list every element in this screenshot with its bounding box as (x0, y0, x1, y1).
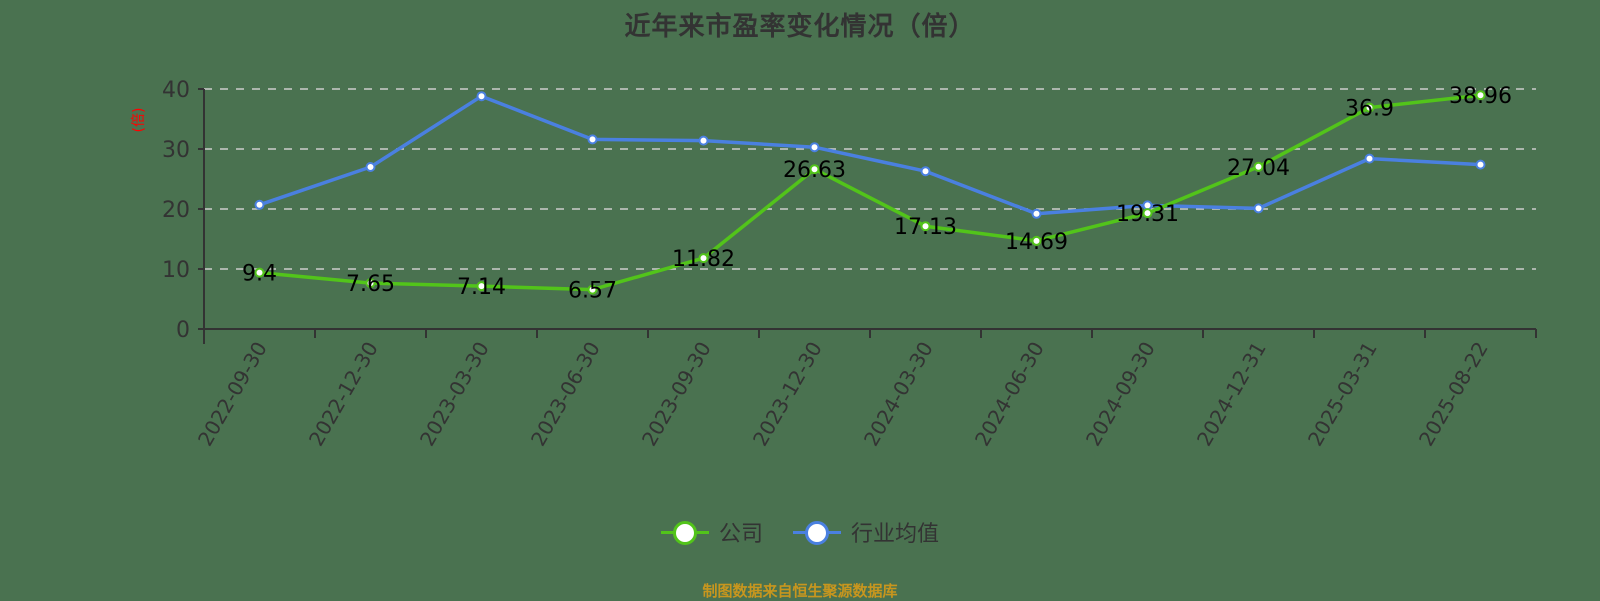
x-tick-label: 2024-12-31 (1192, 338, 1271, 451)
x-tick-label: 2025-03-31 (1303, 338, 1382, 451)
data-point[interactable] (1031, 208, 1042, 219)
data-label: 9.4 (242, 262, 277, 287)
legend-company-label: 公司 (718, 522, 763, 547)
data-label: 11.82 (672, 247, 735, 272)
data-point[interactable] (254, 267, 265, 278)
y-tick-label: 30 (162, 138, 190, 163)
y-tick-label: 0 (176, 318, 190, 343)
data-point[interactable] (476, 91, 487, 102)
x-tick-label: 2022-09-30 (193, 338, 272, 451)
data-label: 7.14 (457, 275, 506, 300)
data-point[interactable] (476, 281, 487, 292)
data-point[interactable] (809, 142, 820, 153)
data-point[interactable] (1364, 102, 1375, 113)
data-point[interactable] (1475, 90, 1486, 101)
x-tick-label: 2023-06-30 (526, 338, 605, 451)
legend-item-company[interactable]: 公司 (660, 516, 763, 548)
line-chart: 0 10 20 30 40 2022-09-30 2022-12-30 2023-03-30 2… (162, 78, 1537, 451)
data-label: 7.65 (346, 272, 395, 297)
data-label: 6.57 (568, 279, 617, 304)
data-point[interactable] (920, 166, 931, 177)
x-tick-label: 2023-03-30 (415, 338, 494, 451)
data-label: 19.31 (1116, 202, 1179, 227)
data-label: 27.04 (1227, 156, 1290, 181)
data-label: 36.9 (1345, 97, 1394, 122)
chart-title: 近年来市盈率变化情况（倍） (624, 12, 976, 42)
data-label: 17.13 (894, 215, 957, 240)
data-point[interactable] (1253, 203, 1264, 214)
x-tick-label: 2022-12-30 (304, 338, 383, 451)
legend-industry-label: 行业均值 (851, 522, 940, 547)
data-point[interactable] (1253, 161, 1264, 172)
data-point[interactable] (920, 221, 931, 232)
legend-item-industry[interactable]: 行业均值 (793, 516, 939, 548)
data-point[interactable] (587, 134, 598, 145)
data-point[interactable] (809, 164, 820, 175)
data-label: 14.69 (1005, 230, 1068, 255)
data-point[interactable] (698, 135, 709, 146)
company-line (259, 93, 1481, 292)
data-point[interactable] (587, 284, 598, 295)
data-source-note: 制图数据来自恒生聚源数据库 (702, 582, 898, 600)
data-point[interactable] (698, 253, 709, 264)
data-point[interactable] (1475, 159, 1486, 170)
x-tick-label: 2024-03-30 (859, 338, 938, 451)
x-tick-label: 2025-08-22 (1414, 338, 1493, 451)
data-point[interactable] (365, 162, 376, 172)
legend: 公司 行业均值 (0, 516, 1600, 548)
y-tick-label: 10 (162, 258, 190, 283)
data-label: 26.63 (783, 158, 846, 183)
x-tick-label: 2023-09-30 (637, 338, 716, 451)
data-label: 38.96 (1449, 84, 1512, 109)
y-tick-label: 20 (162, 198, 190, 223)
legend-industry-marker-icon (793, 519, 841, 545)
x-tick-label: 2024-06-30 (970, 338, 1049, 451)
data-point[interactable] (1031, 235, 1042, 246)
data-point[interactable] (365, 278, 376, 289)
data-point[interactable] (1142, 208, 1153, 219)
y-tick-label: 40 (162, 78, 190, 103)
legend-company-marker-icon (660, 519, 709, 545)
x-tick-label: 2023-12-30 (748, 338, 827, 451)
industry-line (258, 94, 1481, 216)
data-point[interactable] (254, 199, 265, 210)
x-tick-label: 2024-09-30 (1081, 338, 1160, 451)
data-point[interactable] (1364, 153, 1375, 164)
